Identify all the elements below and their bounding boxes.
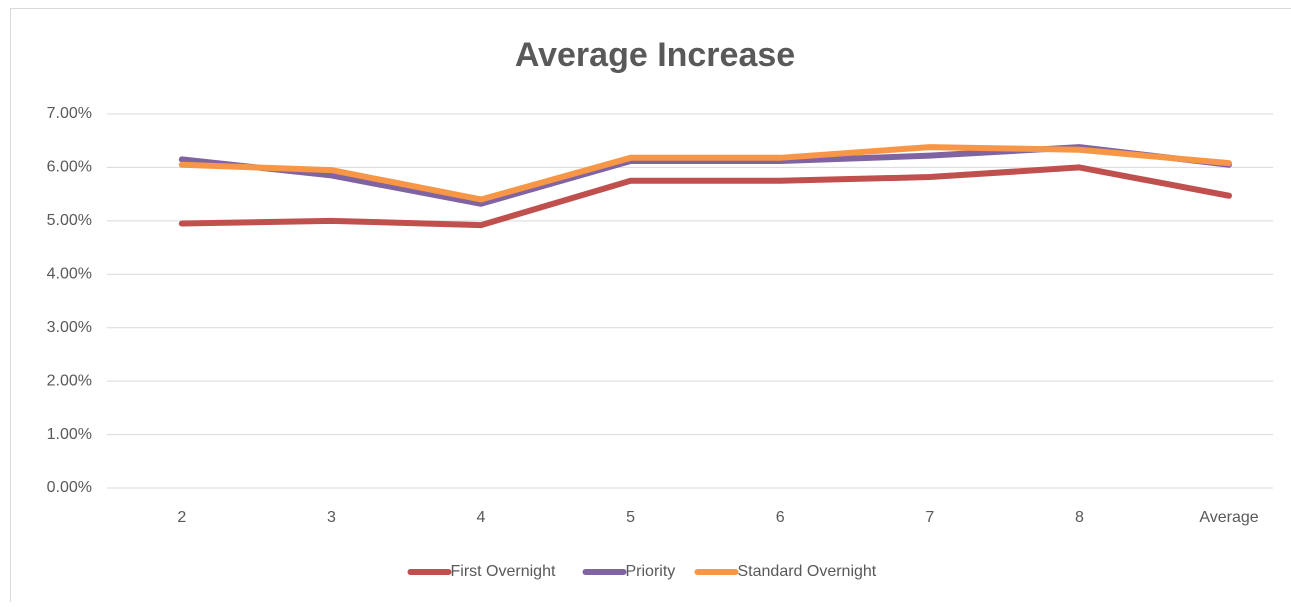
y-tick-label: 0.00% [47, 479, 92, 496]
x-tick-label: 6 [776, 509, 785, 526]
y-tick-label: 3.00% [47, 319, 92, 336]
x-tick-label: 2 [177, 509, 186, 526]
y-tick-label: 4.00% [47, 266, 92, 283]
x-tick-label: 7 [925, 509, 934, 526]
y-tick-label: 2.00% [47, 372, 92, 389]
chart-border [11, 9, 1291, 603]
y-tick-label: 5.00% [47, 212, 92, 229]
x-tick-label: 5 [626, 509, 635, 526]
x-tick-label: 4 [477, 509, 486, 526]
x-tick-label: Average [1199, 509, 1258, 526]
x-tick-label: 8 [1075, 509, 1084, 526]
x-tick-label: 3 [327, 509, 336, 526]
y-tick-label: 7.00% [47, 105, 92, 122]
legend-label: Priority [626, 563, 676, 580]
y-tick-label: 1.00% [47, 426, 92, 443]
legend-label: First Overnight [451, 563, 556, 580]
legend-label: Standard Overnight [738, 563, 877, 580]
y-tick-label: 6.00% [47, 159, 92, 176]
chart-title: Average Increase [515, 36, 795, 74]
